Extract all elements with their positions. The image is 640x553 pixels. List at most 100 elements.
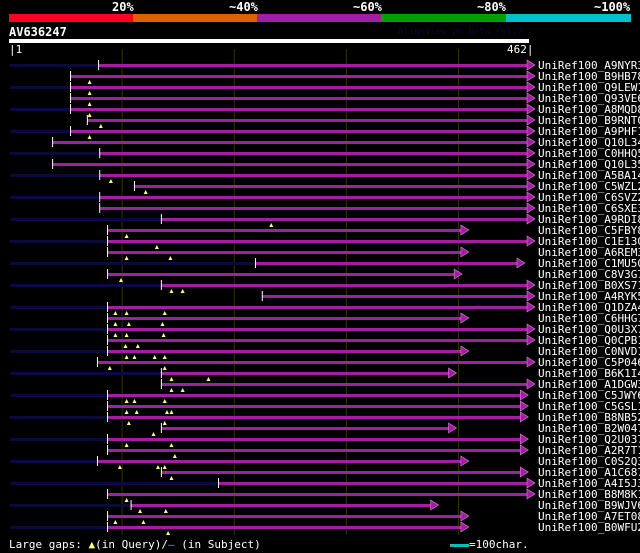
hit-label[interactable]: UniRef100_C6HHG7 (538, 312, 640, 325)
hit-end-arrow-icon (453, 268, 463, 280)
unaligned-region (10, 438, 108, 441)
hit-bar (107, 339, 528, 342)
hit-label[interactable]: UniRef100_C5JWY6 (538, 389, 640, 402)
query-gap-marker-icon (138, 509, 143, 513)
legend-query-text: (in Query)/ (95, 538, 168, 551)
hit-label[interactable]: UniRef100_A9NYR3 (538, 59, 640, 72)
hit-end-arrow-icon (526, 114, 536, 126)
hit-end-arrow-icon (516, 257, 526, 269)
hit-label[interactable]: UniRef100_A9RDI8 (538, 213, 640, 226)
hit-label[interactable]: UniRef100_C1MU50 (538, 257, 640, 270)
hit-label[interactable]: UniRef100_A8MQD8 (538, 103, 640, 116)
hit-label[interactable]: UniRef100_C5GSL1 (538, 400, 640, 413)
hit-end-arrow-icon (526, 334, 536, 346)
hit-end-arrow-icon (526, 488, 536, 500)
hit-label[interactable]: UniRef100_Q0U3X7 (538, 323, 640, 336)
hit-label[interactable]: UniRef100_Q9LEW1 (538, 81, 640, 94)
unaligned-region (10, 284, 162, 287)
hit-label[interactable]: UniRef100_C6SVZ2 (538, 191, 640, 204)
hit-label[interactable]: UniRef100_C0S2Q3 (538, 455, 640, 468)
hit-bar (52, 163, 529, 166)
hit-label[interactable]: UniRef100_B9RNT0 (538, 114, 640, 127)
hit-bar (161, 471, 522, 474)
query-gap-marker-icon (172, 454, 177, 458)
hit-end-arrow-icon (526, 279, 536, 291)
query-gap-marker-icon (180, 388, 185, 392)
hit-label[interactable]: UniRef100_A4I5J3 (538, 477, 640, 490)
hit-label[interactable]: UniRef100_A1C687 (538, 466, 640, 479)
subject-gap-marker-icon: – (167, 538, 175, 551)
query-gap-marker-icon (135, 344, 140, 348)
hit-label[interactable]: UniRef100_B2W047 (538, 422, 640, 435)
hit-label[interactable]: UniRef100_A7ET08 (538, 510, 640, 523)
hit-bar (70, 97, 528, 100)
query-gap-marker-icon (162, 399, 167, 403)
hit-bar (161, 372, 450, 375)
hit-label[interactable]: UniRef100_Q2U037 (538, 433, 640, 446)
query-gap-marker-icon (169, 476, 174, 480)
hit-label[interactable]: UniRef100_A2R7T1 (538, 444, 640, 457)
hit-label[interactable]: UniRef100_Q93VE6 (538, 92, 640, 105)
hit-end-arrow-icon (526, 125, 536, 137)
hit-label[interactable]: UniRef100_B8NB52 (538, 411, 640, 424)
hit-end-arrow-icon (526, 180, 536, 192)
legend: Large gaps: ▲(in Query)/– (in Subject) (9, 538, 261, 551)
hit-label[interactable]: UniRef100_C5WZL2 (538, 180, 640, 193)
hit-label[interactable]: UniRef100_Q0CPB1 (538, 334, 640, 347)
hit-label[interactable]: UniRef100_A4RYK5 (538, 290, 640, 303)
hit-label[interactable]: UniRef100_B9HB78 (538, 70, 640, 83)
hit-end-arrow-icon (448, 367, 458, 379)
query-gap-marker-icon (113, 333, 118, 337)
color-band-100 (506, 14, 631, 22)
hit-bar (107, 526, 462, 529)
hit-label[interactable]: UniRef100_B9WJV6 (538, 499, 640, 512)
hit-label[interactable]: UniRef100_B0WFU2 (538, 521, 640, 534)
hit-bar (107, 405, 522, 408)
query-gap-marker-icon (162, 355, 167, 359)
hit-label[interactable]: UniRef100_A1DGW3 (538, 378, 640, 391)
hit-label[interactable]: UniRef100_C5FBY8 (538, 224, 640, 237)
hit-end-arrow-icon (526, 147, 536, 159)
hit-label[interactable]: UniRef100_A9PHF1 (538, 125, 640, 138)
unaligned-region (10, 64, 99, 67)
hit-label[interactable]: UniRef100_C6SXE3 (538, 202, 640, 215)
query-gap-marker-icon (162, 366, 167, 370)
hit-label[interactable]: UniRef100_Q1DZA4 (538, 301, 640, 314)
hit-label[interactable]: UniRef100_B6K1I4 (538, 367, 640, 380)
hit-end-arrow-icon (526, 323, 536, 335)
hit-label[interactable]: UniRef100_B0XS71 (538, 279, 640, 292)
hit-label[interactable]: UniRef100_C0HHQ5 (538, 147, 640, 160)
query-gap-marker-icon (169, 377, 174, 381)
hit-end-arrow-icon (519, 389, 529, 401)
hit-end-arrow-icon (526, 356, 536, 368)
hit-label[interactable]: UniRef100_A6REM3 (538, 246, 640, 259)
hit-end-arrow-icon (526, 70, 536, 82)
version-text: AlignView.pm Beta rel.7 (398, 27, 523, 37)
unaligned-region (10, 504, 132, 507)
query-start: |1 (9, 43, 23, 56)
hit-label[interactable]: UniRef100_C1E130 (538, 235, 640, 248)
query-name: AV636247 (9, 25, 67, 39)
query-gap-marker-icon (98, 124, 103, 128)
hit-label[interactable]: UniRef100_Q10L34 (538, 136, 640, 149)
hit-label[interactable]: UniRef100_C8V3G7 (538, 268, 640, 281)
hit-bar (70, 130, 528, 133)
query-gap-marker-icon (156, 465, 160, 469)
unaligned-region (10, 86, 71, 89)
hit-bar (107, 317, 462, 320)
hit-label[interactable]: UniRef100_C0NVD1 (538, 345, 640, 358)
hit-bar (107, 350, 462, 353)
hit-end-arrow-icon (460, 510, 470, 522)
hit-label[interactable]: UniRef100_Q10L35 (538, 158, 640, 171)
unaligned-region (10, 350, 108, 353)
hit-bar (70, 86, 528, 89)
query-end: 462| (507, 43, 534, 56)
hit-label[interactable]: UniRef100_A5BA14 (538, 169, 640, 182)
hit-bar (107, 493, 528, 496)
hit-label[interactable]: UniRef100_B8M8K1 (538, 488, 640, 501)
hit-bar (98, 64, 529, 67)
hit-label[interactable]: UniRef100_C5P046 (538, 356, 640, 369)
hit-bar (99, 196, 529, 199)
query-gap-marker-icon (87, 80, 92, 84)
hit-bar (107, 251, 462, 254)
